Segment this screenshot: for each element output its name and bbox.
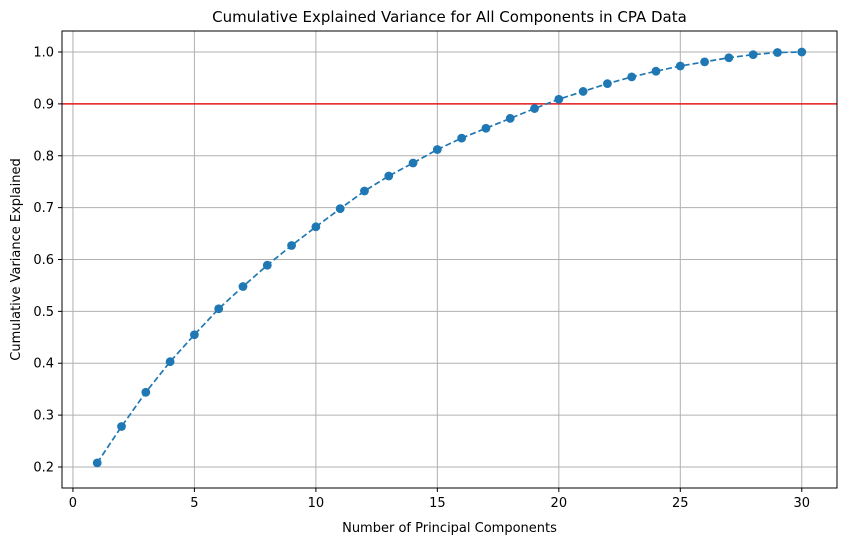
y-tick-label: 0.9	[33, 97, 54, 112]
data-point	[530, 104, 539, 113]
series-line	[96, 51, 802, 464]
data-point	[384, 171, 394, 181]
series-layer	[92, 47, 807, 468]
data-point	[287, 241, 296, 250]
x-tick-label: 15	[429, 496, 446, 511]
data-point	[360, 186, 369, 196]
x-tick-label: 0	[69, 496, 77, 511]
data-point	[165, 357, 175, 367]
data-point	[627, 72, 637, 82]
data-point	[457, 133, 467, 143]
y-tick-label: 0.7	[33, 201, 54, 216]
data-point	[335, 204, 345, 214]
data-point	[554, 94, 564, 104]
data-point	[797, 47, 807, 57]
data-point	[748, 50, 758, 60]
x-tick-label: 20	[551, 496, 568, 511]
data-point	[578, 87, 588, 96]
data-point	[117, 422, 126, 431]
data-point	[432, 145, 442, 154]
data-point	[675, 61, 685, 71]
y-tick-label: 0.4	[33, 357, 54, 372]
data-point	[311, 222, 321, 232]
data-point	[92, 458, 102, 468]
data-point	[262, 260, 272, 270]
data-point	[773, 48, 782, 57]
chart-title: Cumulative Explained Variance for All Co…	[212, 8, 687, 26]
y-tick-label: 1.0	[33, 46, 54, 61]
data-point	[141, 387, 151, 397]
x-axis-title: Number of Principal Components	[342, 521, 557, 536]
y-tick-label: 0.3	[33, 409, 54, 424]
data-point	[603, 79, 612, 89]
x-axis: 0 5 10 15 20 25 30	[69, 488, 810, 511]
data-point	[408, 158, 418, 168]
y-axis: 0.2 0.3 0.4 0.5 0.6 0.7 0.8 0.9 1.0	[33, 46, 62, 475]
data-point	[481, 123, 491, 133]
y-axis-title: Cumulative Variance Explained	[9, 158, 24, 360]
x-tick-label: 5	[190, 496, 198, 511]
x-tick-label: 25	[672, 496, 689, 511]
y-tick-label: 0.2	[33, 460, 54, 475]
x-tick-label: 30	[793, 496, 810, 511]
x-tick-label: 10	[308, 496, 325, 511]
data-point	[238, 282, 248, 291]
data-point	[190, 330, 199, 340]
data-point	[214, 304, 224, 314]
data-point	[724, 53, 734, 63]
data-point	[505, 114, 515, 123]
y-tick-label: 0.5	[33, 305, 54, 320]
y-tick-label: 0.6	[33, 253, 54, 268]
y-tick-label: 0.8	[33, 149, 54, 164]
data-point	[651, 66, 661, 76]
data-point	[700, 57, 709, 67]
grid	[62, 31, 837, 488]
